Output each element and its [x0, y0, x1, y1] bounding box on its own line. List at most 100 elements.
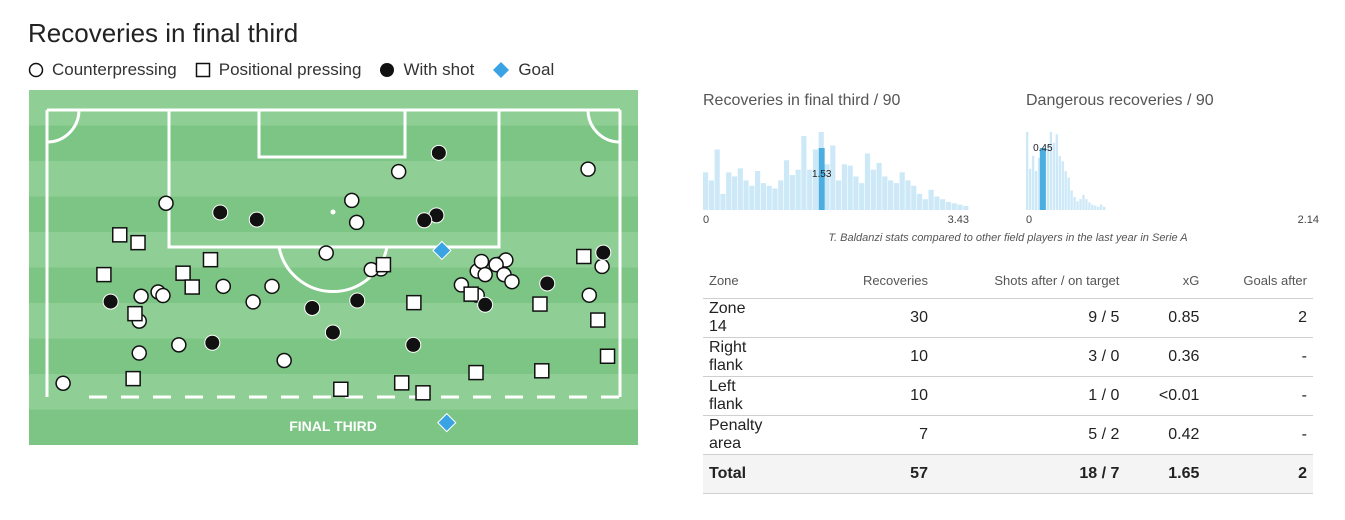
positional-pressing-point [202, 251, 219, 268]
histogram-bar [714, 149, 720, 210]
cell-zone: Left flank [703, 376, 769, 416]
cell-goals: 2 [1205, 298, 1313, 338]
cell-goals: - [1205, 376, 1313, 416]
counterpressing-point [390, 163, 407, 180]
cell-zone: Right flank [703, 337, 769, 377]
positional-pressing-point [127, 305, 143, 322]
histogram-bar [749, 185, 755, 210]
histogram-bar [1082, 194, 1085, 210]
filled-circle-icon [380, 63, 395, 77]
counterpressing-point [245, 294, 261, 310]
counterpressing-point [155, 287, 171, 304]
histogram-bar [812, 149, 819, 210]
counterpressing-point [55, 375, 71, 391]
counterpressing-point [504, 273, 520, 290]
positional-pressing-point [96, 266, 112, 283]
histogram-bar [922, 199, 928, 210]
grass-stripe [29, 90, 638, 126]
histogram-bar [1070, 190, 1073, 210]
histogram-bar [951, 203, 957, 210]
positional-pressing-point [576, 248, 592, 265]
cell-shots: 9 / 5 [933, 298, 1126, 338]
legend-positional-pressing: Positional pressing [195, 60, 361, 80]
counterpressing-point [131, 345, 147, 361]
six-yard-box [257, 108, 407, 159]
histogram-bar [864, 153, 871, 210]
positional-pressing-point [175, 265, 191, 281]
histogram-bar [1091, 204, 1094, 210]
histogram-bar [882, 176, 888, 210]
header-goals: Goals after [1205, 262, 1313, 299]
histogram-bar [1067, 177, 1070, 210]
histogram-bar [1061, 161, 1064, 210]
histogram-bar [824, 164, 830, 210]
penalty-spot [330, 209, 336, 215]
histogram-bar [928, 189, 934, 210]
positional-pressing-point [599, 348, 616, 364]
histogram-bar [841, 164, 847, 210]
legend-goal: Goal [492, 60, 554, 80]
histogram-bar [1034, 171, 1038, 210]
histogram-bar [945, 201, 952, 210]
histogram-bar [731, 176, 738, 210]
counterpressing-point [580, 161, 596, 177]
histogram-bar [1037, 158, 1041, 210]
histogram-bar [720, 193, 726, 210]
player-highlight-bar [818, 148, 825, 210]
counterpressing-point [344, 192, 360, 209]
with-shot-point [204, 334, 221, 351]
with-shot-point [304, 299, 321, 316]
histogram-bar [1028, 168, 1032, 210]
histogram-bar [916, 193, 923, 210]
with-shot-point [477, 296, 494, 313]
histogram-bar [1055, 134, 1058, 210]
cell-recoveries: 10 [768, 376, 934, 416]
recovery-markers [55, 144, 616, 433]
with-shot-point [102, 293, 119, 310]
counterpressing-point [488, 256, 504, 273]
with-shot-point [416, 212, 433, 229]
histogram-bar [940, 199, 946, 210]
histogram-bar [893, 183, 900, 210]
comparison-caption: T. Baldanzi stats compared to other fiel… [828, 232, 1188, 244]
header-recoveries: Recoveries [768, 262, 934, 299]
grass-stripe [29, 409, 638, 445]
with-shot-point [539, 275, 556, 292]
histogram-bar [847, 165, 853, 210]
histogram-bars [703, 132, 969, 210]
open-circle-icon [28, 62, 44, 78]
cell-goals: 2 [1205, 454, 1313, 494]
histogram-bar [1073, 197, 1076, 210]
with-shot-point [248, 211, 265, 228]
cell-goals: - [1205, 337, 1313, 377]
pitch-map: FINAL THIRD [29, 90, 638, 445]
chart-title: Recoveries in final third [28, 18, 299, 48]
zone-table: Zone Recoveries Shots after / on target … [703, 262, 1313, 494]
positional-pressing-point [415, 385, 431, 401]
header-xg: xG [1125, 262, 1206, 299]
table-total-row: Total 57 18 / 7 1.65 2 [703, 454, 1313, 494]
histogram-bar [1094, 205, 1097, 210]
counterpressing-point [473, 253, 490, 270]
counterpressing-point [215, 278, 232, 295]
histogram-bar [801, 136, 807, 210]
histogram-bar [876, 162, 882, 210]
histogram-bar [1026, 132, 1029, 210]
positional-pressing-point [111, 227, 128, 243]
hist-max-label: 3.43 [948, 214, 969, 226]
positional-pressing-point [532, 296, 548, 312]
positional-pressing-point [184, 279, 200, 295]
with-shot-point [212, 204, 229, 221]
corner-arc-left [46, 109, 81, 144]
counterpressing-point [171, 337, 187, 353]
cell-xg: 0.36 [1125, 337, 1206, 377]
histogram-bar [1088, 202, 1091, 210]
histogram-bar [1046, 145, 1050, 210]
cell-zone: Total [703, 454, 769, 494]
histogram-bar [708, 180, 714, 210]
histogram-bars [1026, 132, 1106, 210]
counterpressing-point [318, 245, 334, 261]
legend-label-goal: Goal [518, 60, 555, 79]
positional-pressing-point [375, 256, 392, 273]
counterpressing-point [264, 278, 280, 295]
